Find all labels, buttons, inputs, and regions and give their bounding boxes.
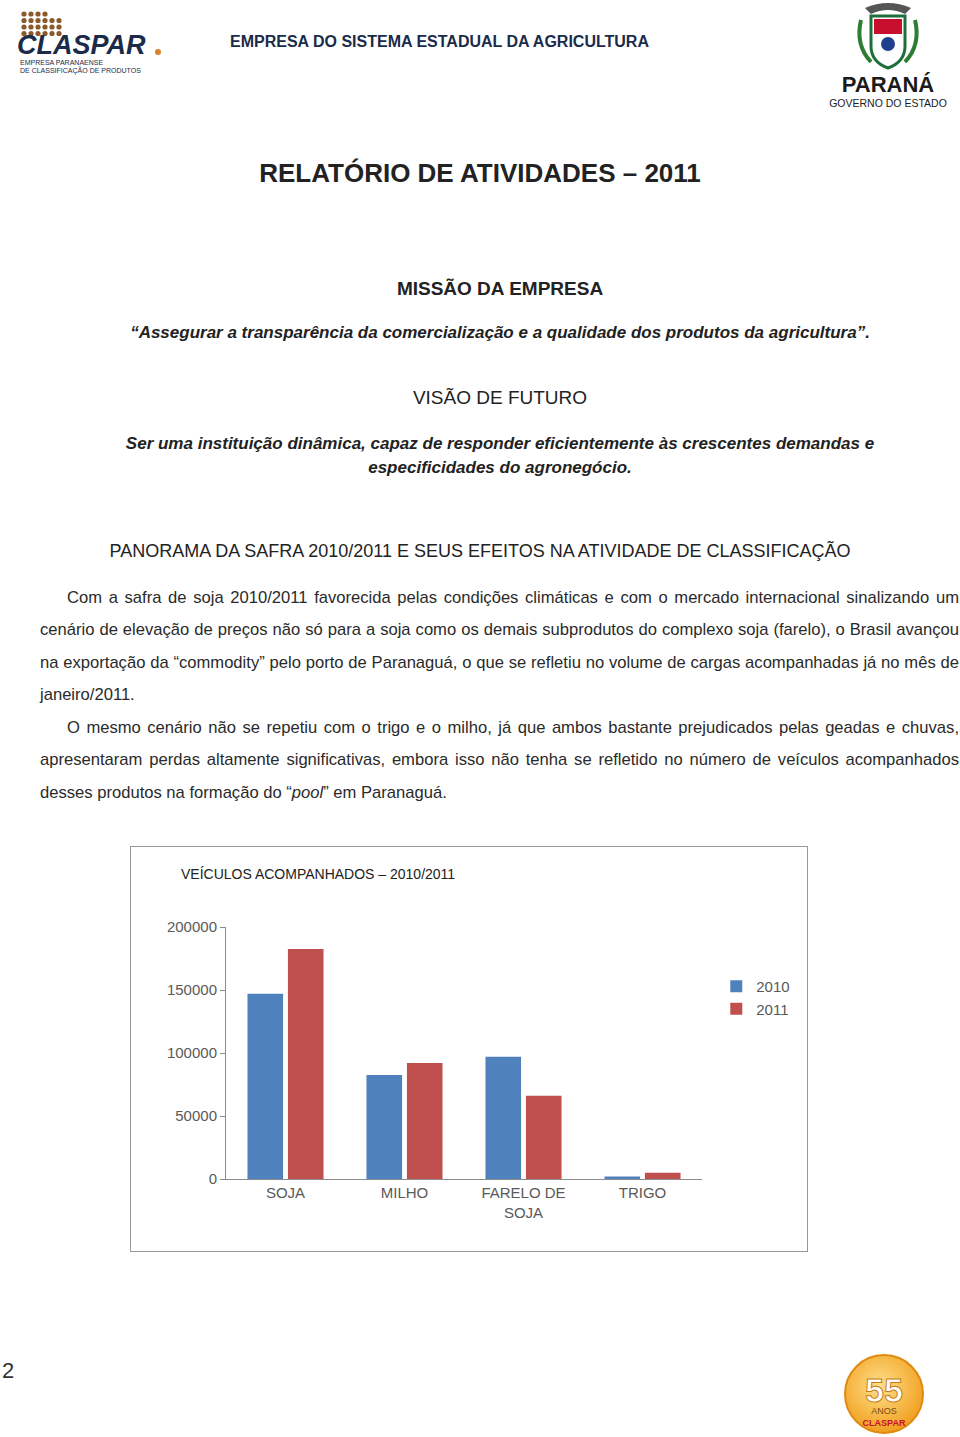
html-text:PANORAMA DA SAFRA 2010/2011 E: PANORAMA DA SAFRA 2010/2011 E SEUS EFEIT… [109,541,851,561]
svg-text:FARELO DESOJA: FARELO DESOJA [481,1184,565,1221]
svg-text:TRIGO: TRIGO [619,1184,667,1201]
svg-text:PARANÁ: PARANÁ [842,72,935,97]
svg-text:VEÍCULOS ACOMPANHADOS – 2010/2: VEÍCULOS ACOMPANHADOS – 2010/2011 [181,866,455,882]
svg-text:DE CLASSIFICAÇÃO DE PRODUTOS: DE CLASSIFICAÇÃO DE PRODUTOS [20,66,141,75]
html-text:VISÃO DE FUTURO: VISÃO DE FUTURO [412,387,588,408]
svg-text:MILHO: MILHO [381,1184,429,1201]
html-text:Com a safra de soja 2010/2011: Com a safra de soja 2010/2011 favorecida… [40,588,959,705]
html-text:Ser uma instituição dinâmica,: Ser uma instituição dinâmica, capaz de r… [125,434,875,477]
svg-text:150000: 150000 [167,981,217,998]
svg-text:200000: 200000 [167,918,217,935]
svg-text:2011: 2011 [756,1001,788,1018]
svg-text:55: 55 [865,1371,903,1409]
svg-text:100000: 100000 [167,1044,217,1061]
html-text:O mesmo cenário não se repetiu: O mesmo cenário não se repetiu com o tri… [40,718,959,802]
html-text:RELATÓRIO DE ATIVIDADES – 2011: RELATÓRIO DE ATIVIDADES – 2011 [259,158,701,188]
html-text:“Assegurar a transparência da: “Assegurar a transparência da comerciali… [130,323,870,342]
svg-text:CLASPAR: CLASPAR [17,30,146,60]
html-text:2: 2 [2,1358,15,1383]
svg-text:EMPRESA PARANAENSE: EMPRESA PARANAENSE [20,59,103,66]
svg-text:GOVERNO DO ESTADO: GOVERNO DO ESTADO [829,97,947,109]
svg-text:0: 0 [209,1170,217,1187]
svg-text:ANOS: ANOS [871,1406,897,1416]
html-text:EMPRESA DO SISTEMA ESTADUAL DA: EMPRESA DO SISTEMA ESTADUAL DA AGRICULTU… [230,33,649,50]
svg-text:SOJA: SOJA [266,1184,305,1201]
svg-text:CLASPAR: CLASPAR [863,1418,906,1428]
svg-text:50000: 50000 [175,1107,217,1124]
html-text:MISSÃO DA EMPRESA: MISSÃO DA EMPRESA [396,278,604,299]
svg-text:2010: 2010 [756,978,789,995]
